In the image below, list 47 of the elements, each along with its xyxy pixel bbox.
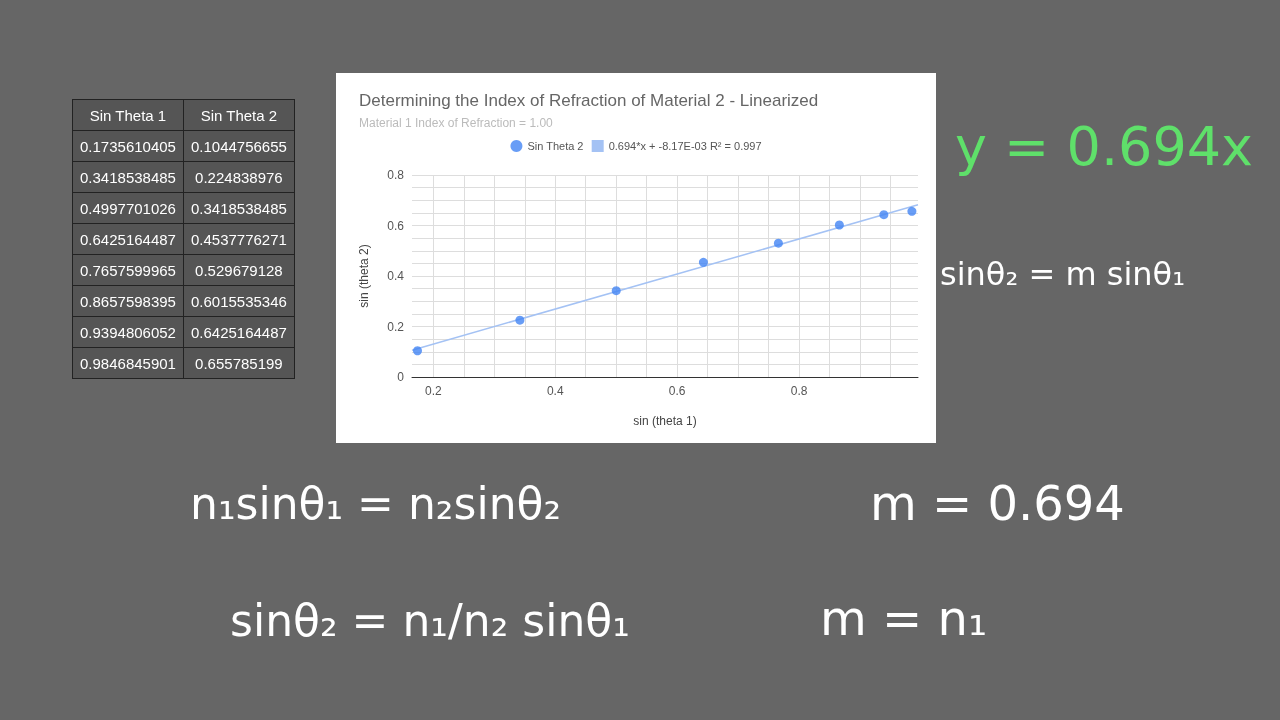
text: 0.3418538485	[183, 192, 295, 224]
text: 0.9846845901	[72, 347, 184, 379]
y-tick-label: 0.8	[387, 168, 405, 182]
point	[834, 220, 844, 230]
text: y = 0.694x	[955, 115, 1254, 178]
point	[773, 238, 783, 248]
legend-label: 0.694*x + -8.17E-03 R² = 0.997	[608, 140, 762, 152]
text: m = 0.694	[870, 475, 1125, 531]
point	[879, 210, 889, 220]
y-tick-label: 0	[397, 370, 405, 384]
text: m = n₁	[820, 590, 988, 646]
text: n₁sinθ₁ = n₂sinθ₂	[190, 478, 562, 529]
text: Sin Theta 2	[183, 99, 295, 131]
text: 0.6015535346	[183, 285, 295, 317]
y-tick-label: 0.4	[387, 269, 405, 283]
chart-title: Determining the Index of Refraction of Material 2 - Linearized	[359, 91, 819, 110]
point	[611, 286, 621, 296]
x-tick-label: 0.2	[424, 384, 442, 398]
text: 0.6425164487	[183, 316, 295, 348]
text: 0.3418538485	[72, 161, 184, 193]
x-tick-label: 0.8	[790, 384, 808, 398]
text: 0.9394806052	[72, 316, 184, 348]
chart-subtitle: Material 1 Index of Refraction = 1.00	[359, 116, 554, 130]
text: 0.4537776271	[183, 223, 295, 255]
text: sinθ₂ = m sinθ₁	[940, 255, 1185, 293]
text: sinθ₂ = n₁/n₂ sinθ₁	[230, 595, 630, 646]
point	[698, 257, 708, 267]
text: 0.655785199	[183, 347, 295, 379]
text: 0.529679128	[183, 254, 295, 286]
x-tick-label: 0.4	[546, 384, 564, 398]
text: 0.224838976	[183, 161, 295, 193]
text: 0.1044756655	[183, 130, 295, 162]
y-tick-label: 0.2	[387, 319, 405, 334]
y-tick-label: 0.6	[387, 218, 405, 233]
text: Sin Theta 1	[72, 99, 184, 131]
text: 0.7657599965	[72, 254, 184, 286]
x-axis-title: sin (theta 1)	[633, 414, 697, 428]
text: 0.1735610405	[72, 130, 184, 162]
text: 0.6425164487	[72, 223, 184, 255]
text: 0.4997701026	[72, 192, 184, 224]
text: 0.8657598395	[72, 285, 184, 317]
x-tick-label: 0.6	[668, 384, 686, 398]
y-axis-title: sin (theta 2)	[357, 244, 371, 308]
point	[907, 206, 917, 216]
point	[515, 315, 525, 325]
legend-label: Sin Theta 2	[527, 140, 584, 152]
point	[413, 346, 422, 356]
